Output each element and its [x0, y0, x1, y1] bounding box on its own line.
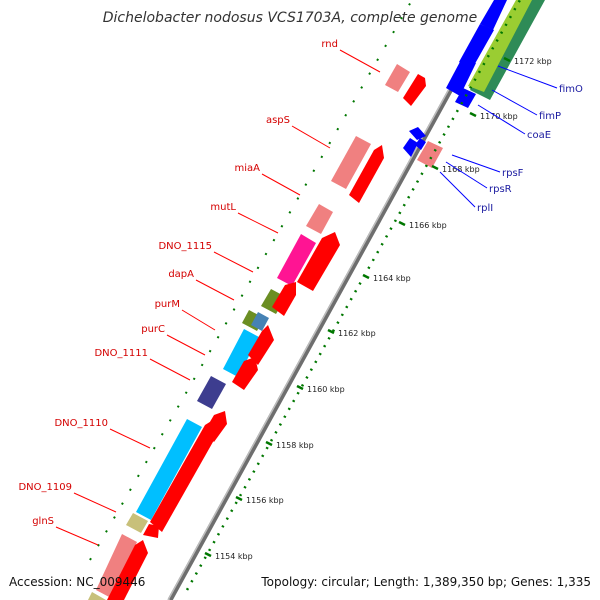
scale-tick	[265, 440, 273, 447]
gene-block-fimp[interactable]	[446, 58, 476, 96]
gene-block-dno1109[interactable]	[126, 513, 148, 533]
gene-label-rpsr[interactable]: rpsR	[489, 184, 512, 195]
gene-block-purm[interactable]	[251, 312, 269, 331]
gene-block-rpsf[interactable]	[417, 141, 443, 168]
cds-asps[interactable]	[349, 145, 384, 203]
reverse-strand-cds	[107, 74, 426, 600]
label-leader-line	[491, 89, 538, 116]
gene-label-fimo[interactable]: fimO	[559, 84, 583, 95]
scale-label: 1166 kbp	[409, 221, 447, 230]
gene-block-purc[interactable]	[223, 329, 259, 377]
gene-block-edge	[88, 592, 106, 600]
gene-block-fim-lime[interactable]	[468, 0, 532, 92]
cds-dno1111[interactable]	[232, 357, 258, 390]
gene-block-glns[interactable]	[96, 534, 137, 598]
label-leader-line	[339, 49, 381, 73]
scale-track	[185, 0, 522, 591]
label-leader-line	[109, 428, 151, 449]
cds-rpli[interactable]	[415, 138, 426, 150]
gene-label-dno1111[interactable]: DNO_1111	[94, 348, 148, 359]
scale-tick	[398, 220, 406, 227]
label-leader-line	[213, 251, 254, 273]
scale-ticks: 1154 kbp 1156 kbp 1158 kbp 1160 kbp 1162 kbp…	[204, 56, 552, 561]
scale-label: 1156 kbp	[246, 496, 284, 505]
scale-tick	[327, 328, 335, 335]
cds-dno1110[interactable]	[150, 420, 218, 532]
gene-label-purm[interactable]: purM	[155, 299, 180, 310]
scale-tick	[204, 551, 212, 558]
cds-dapa[interactable]	[272, 282, 296, 316]
label-leader-line	[55, 526, 99, 546]
scale-tick	[362, 273, 370, 280]
label-leader-line	[166, 334, 206, 356]
label-leader-line	[291, 125, 331, 149]
map-title: Dichelobacter nodosus VCS1703A, complete…	[103, 10, 477, 26]
gene-label-rnd[interactable]: rnd	[321, 39, 338, 50]
scale-label: 1158 kbp	[276, 441, 314, 450]
left-gene-labels: rnd aspS miaA mutL DNO_1115 dapA purM purC DNO_1…	[18, 39, 381, 546]
cds-rpsf[interactable]	[409, 127, 426, 140]
gene-label-dno1115[interactable]: DNO_1115	[158, 241, 212, 252]
cds-purc[interactable]	[248, 325, 274, 365]
cds-rnd[interactable]	[403, 74, 426, 106]
scale-label: 1160 kbp	[307, 385, 345, 394]
label-leader-line	[261, 173, 301, 196]
label-leader-line	[477, 104, 526, 135]
accession-text: Accession: NC_009446	[9, 575, 145, 589]
gene-block-mutl[interactable]	[277, 234, 316, 286]
gene-block-fimo[interactable]	[459, 24, 494, 69]
gene-block-dno1110[interactable]	[136, 419, 202, 520]
gene-label-coae[interactable]: coaE	[527, 130, 551, 141]
feature-track-dots	[89, 0, 413, 561]
scale-label: 1170 kbp	[480, 112, 518, 121]
cds-mutl[interactable]	[297, 232, 340, 291]
label-leader-line	[149, 358, 191, 381]
gene-label-miaa[interactable]: miaA	[235, 163, 261, 174]
scale-label: 1164 kbp	[373, 274, 411, 283]
scale-label: 1172 kbp	[514, 57, 552, 66]
scale-tick	[503, 56, 511, 63]
label-leader-line	[445, 161, 488, 189]
label-leader-line	[497, 65, 558, 89]
gene-block-coae[interactable]	[455, 88, 476, 108]
genome-summary-text: Topology: circular; Length: 1,389,350 bp…	[260, 575, 591, 589]
reverse-strand-genes	[88, 64, 410, 600]
label-leader-line	[237, 212, 279, 234]
gene-block-asps[interactable]	[331, 136, 371, 189]
gene-label-fimp[interactable]: fimP	[539, 111, 561, 122]
gene-label-rpsf[interactable]: rpsF	[502, 168, 524, 179]
gene-label-mutl[interactable]: mutL	[210, 202, 236, 213]
scale-tick	[296, 384, 304, 391]
scale-label: 1162 kbp	[338, 329, 376, 338]
cds-rpsr[interactable]	[403, 138, 418, 157]
scale-tick	[235, 495, 243, 502]
backbone-line	[167, 0, 503, 600]
gene-block-rnd[interactable]	[385, 64, 410, 92]
label-leader-line	[195, 279, 235, 301]
label-leader-line	[181, 309, 216, 331]
gene-label-purc[interactable]: purC	[141, 324, 165, 335]
gene-block-fim-top[interactable]	[480, 0, 507, 30]
gene-label-dno1110[interactable]: DNO_1110	[54, 418, 108, 429]
scale-label: 1154 kbp	[215, 552, 253, 561]
cds-dno1109[interactable]	[143, 524, 159, 538]
gene-block-miaa[interactable]	[306, 204, 333, 234]
gene-label-dapa[interactable]: dapA	[168, 269, 194, 280]
gene-label-glns[interactable]: glnS	[32, 516, 54, 527]
gene-label-rpli[interactable]: rplI	[477, 203, 493, 214]
forward-strand-genes	[403, 0, 545, 168]
gene-label-dno1109[interactable]: DNO_1109	[18, 482, 72, 493]
label-leader-line	[439, 171, 476, 208]
label-leader-line	[73, 492, 117, 513]
scale-tick	[469, 111, 477, 118]
gene-label-asps[interactable]: aspS	[266, 115, 290, 126]
backbone-highlight	[167, 0, 499, 600]
scale-label: 1168 kbp	[442, 165, 480, 174]
label-leader-line	[451, 154, 501, 173]
gene-block-dno1111[interactable]	[197, 376, 226, 409]
cds-glns[interactable]	[107, 540, 148, 600]
scale-tick	[431, 164, 439, 171]
right-gene-labels: fimO fimP coaE rpsF rpsR rplI	[439, 65, 583, 214]
